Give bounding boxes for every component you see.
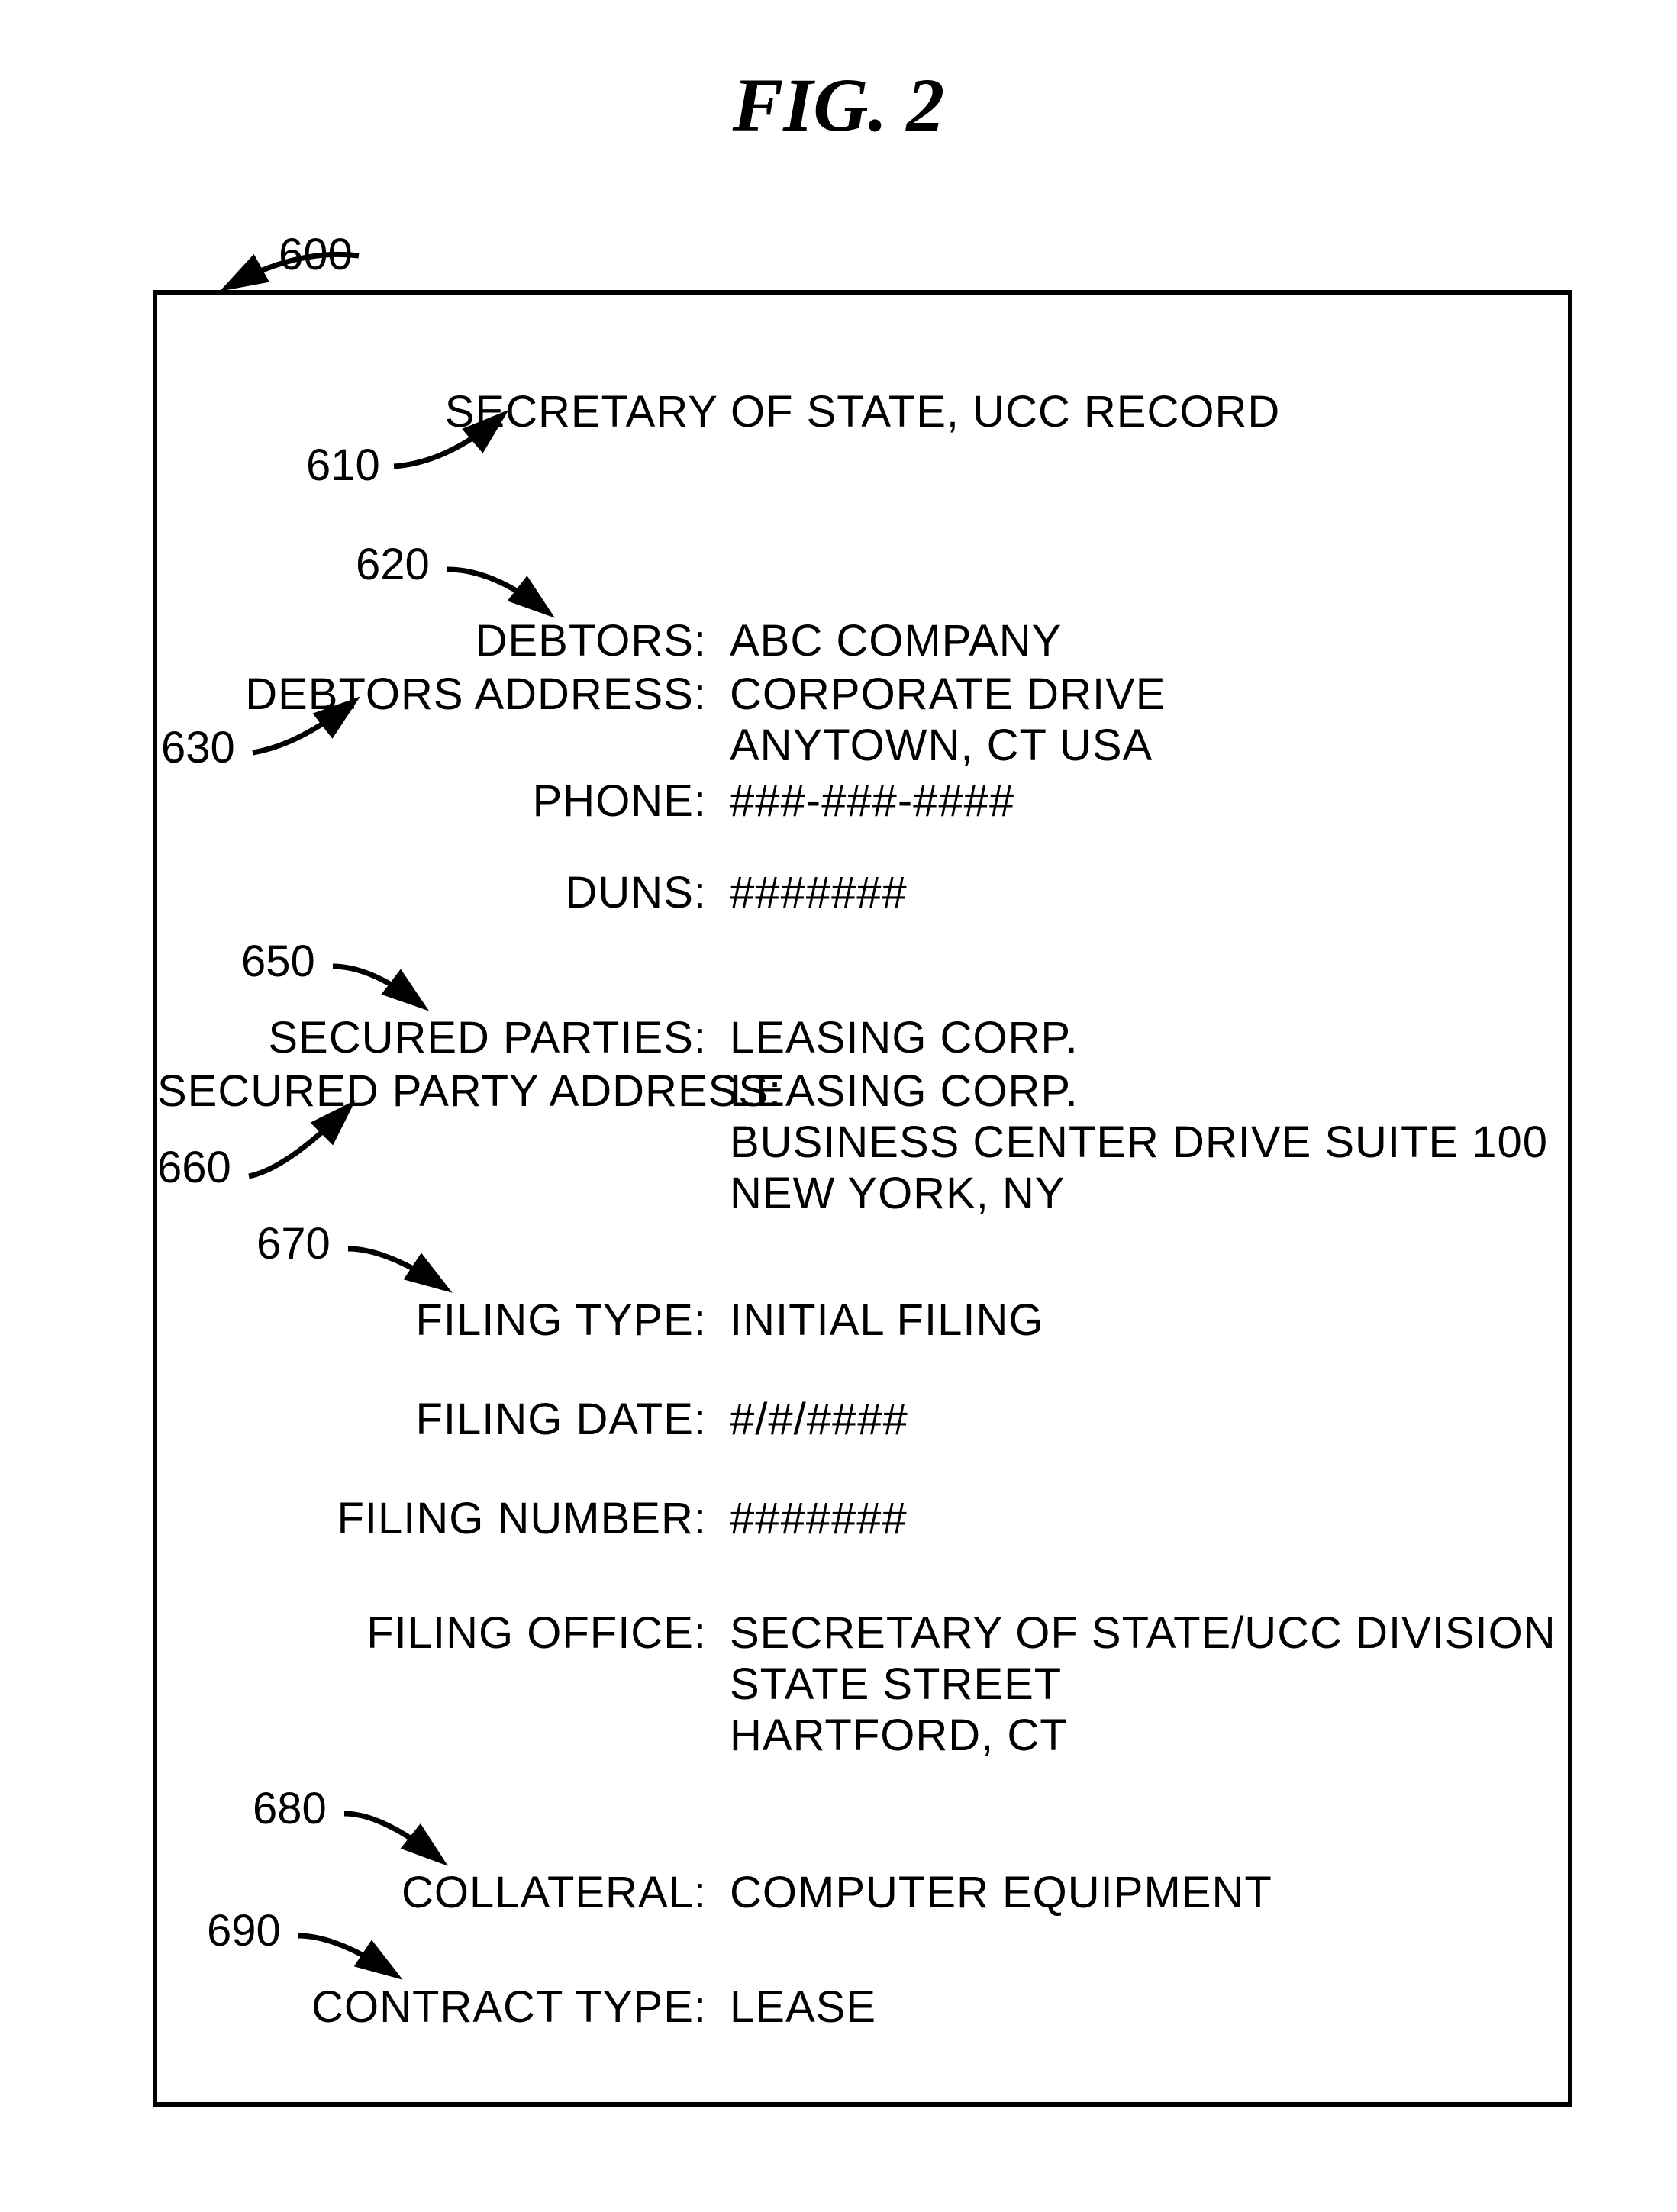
callout-650: 650 bbox=[241, 936, 315, 987]
row-filing-type: FILING TYPE: INITIAL FILING bbox=[157, 1295, 1568, 1346]
value-debtors: ABC COMPANY bbox=[730, 615, 1568, 666]
callout-660: 660 bbox=[157, 1142, 231, 1193]
callout-610: 610 bbox=[306, 440, 380, 491]
callout-690: 690 bbox=[207, 1905, 281, 1956]
label-duns: DUNS: bbox=[157, 867, 730, 918]
arrow-660 bbox=[241, 1085, 371, 1191]
label-contract-type: CONTRACT TYPE: bbox=[157, 1981, 730, 2033]
callout-670: 670 bbox=[256, 1218, 331, 1269]
label-filing-type: FILING TYPE: bbox=[157, 1295, 730, 1346]
value-collateral: COMPUTER EQUIPMENT bbox=[730, 1867, 1568, 1918]
row-phone: PHONE: ###-###-#### bbox=[157, 775, 1568, 827]
callout-620: 620 bbox=[356, 539, 430, 590]
label-secured-parties: SECURED PARTIES: bbox=[157, 1012, 730, 1063]
value-filing-type: INITIAL FILING bbox=[730, 1295, 1568, 1346]
value-filing-office: SECRETARY OF STATE/UCC DIVISION STATE ST… bbox=[730, 1607, 1568, 1761]
value-filing-date: #/#/#### bbox=[730, 1394, 1568, 1445]
value-debtors-address: CORPORATE DRIVE ANYTOWN, CT USA bbox=[730, 669, 1568, 771]
value-duns: ####### bbox=[730, 867, 1568, 918]
label-phone: PHONE: bbox=[157, 775, 730, 827]
value-secured-parties: LEASING CORP. bbox=[730, 1012, 1568, 1063]
label-filing-date: FILING DATE: bbox=[157, 1394, 730, 1445]
row-collateral: COLLATERAL: COMPUTER EQUIPMENT bbox=[157, 1867, 1568, 1918]
record-title: SECRETARY OF STATE, UCC RECORD bbox=[445, 386, 1281, 437]
row-filing-date: FILING DATE: #/#/#### bbox=[157, 1394, 1568, 1445]
row-filing-office: FILING OFFICE: SECRETARY OF STATE/UCC DI… bbox=[157, 1607, 1568, 1761]
callout-680: 680 bbox=[253, 1783, 327, 1834]
row-secured-parties: SECURED PARTIES: LEASING CORP. bbox=[157, 1012, 1568, 1063]
label-debtors-address: DEBTORS ADDRESS: bbox=[157, 669, 730, 771]
arrow-630 bbox=[245, 684, 375, 768]
callout-630: 630 bbox=[161, 722, 235, 773]
arrow-610 bbox=[386, 394, 539, 485]
row-debtors: DEBTORS: ABC COMPANY bbox=[157, 615, 1568, 666]
record-box: SECRETARY OF STATE, UCC RECORD 610 620 D… bbox=[153, 290, 1572, 2107]
figure-title: FIG. 2 bbox=[733, 61, 945, 149]
row-filing-number: FILING NUMBER: ####### bbox=[157, 1493, 1568, 1544]
value-contract-type: LEASE bbox=[730, 1981, 1568, 2033]
row-contract-type: CONTRACT TYPE: LEASE bbox=[157, 1981, 1568, 2033]
value-phone: ###-###-#### bbox=[730, 775, 1568, 827]
row-duns: DUNS: ####### bbox=[157, 867, 1568, 918]
label-filing-office: FILING OFFICE: bbox=[157, 1607, 730, 1761]
label-filing-number: FILING NUMBER: bbox=[157, 1493, 730, 1544]
label-debtors: DEBTORS: bbox=[157, 615, 730, 666]
value-secured-party-address: LEASING CORP. BUSINESS CENTER DRIVE SUIT… bbox=[730, 1066, 1568, 1219]
value-filing-number: ####### bbox=[730, 1493, 1568, 1544]
